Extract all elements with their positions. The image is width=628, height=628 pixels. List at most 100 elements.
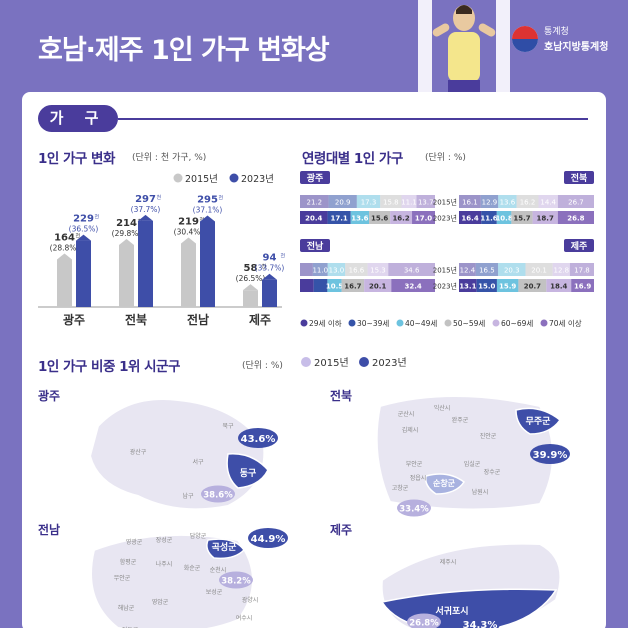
age-segment-value: 20.9 xyxy=(335,199,351,207)
age-segment xyxy=(532,211,558,224)
bar-value-unit: 천 xyxy=(76,232,81,239)
legend-marker xyxy=(173,173,183,183)
age-segment xyxy=(412,211,435,224)
value-bubble-2015 xyxy=(397,499,431,517)
age-segment-value: 17.0 xyxy=(415,215,432,223)
age-segment-value: 26.7 xyxy=(568,199,584,207)
age-segment-value: 16.1 xyxy=(462,199,478,207)
age-segment-value: 16.4 xyxy=(461,215,478,223)
map-district-label: 제주시 xyxy=(440,558,457,566)
age-segment xyxy=(300,195,329,208)
map-highlight-label: 서귀포시 xyxy=(435,605,468,617)
year-label: 2015년 xyxy=(433,198,457,207)
chart2-unit: (단위 : %) xyxy=(425,153,466,163)
age-segment xyxy=(345,263,368,276)
map-district-label: 군산시 xyxy=(398,410,415,418)
value-2015: 26.8% xyxy=(409,619,439,628)
age-legend-label: 40~49세 xyxy=(405,319,437,328)
bar-value: 297 xyxy=(135,194,156,205)
region-tag xyxy=(564,239,594,252)
age-segment-value: 21.2 xyxy=(307,199,323,207)
map-region-name: 광주 xyxy=(38,388,60,403)
bar-roof xyxy=(262,273,277,280)
region-tag-label: 전남 xyxy=(307,240,324,252)
age-segment-value: 11.6 xyxy=(480,215,497,223)
age-segment xyxy=(313,279,328,292)
age-legend-marker xyxy=(396,319,404,327)
bar-share: (36.5%) xyxy=(69,225,99,234)
age-segment-value: 13.7 xyxy=(418,199,434,207)
bar-roof xyxy=(57,253,72,260)
age-segment-value: 16.6 xyxy=(349,267,365,275)
map-region-name: 전남 xyxy=(38,522,60,537)
map-unit: (단위 : %) xyxy=(242,361,283,371)
age-segment-value: 12.4 xyxy=(460,267,476,275)
age-segment xyxy=(557,211,594,224)
value-bubble-2023 xyxy=(248,528,288,548)
age-segment-value: 16.7 xyxy=(344,283,361,291)
age-segment xyxy=(571,279,594,292)
bar-share: (28.8%) xyxy=(50,243,80,252)
map-highlight-label: 동구 xyxy=(240,468,257,479)
bar-value: 219 xyxy=(178,216,199,227)
map-region-name: 전북 xyxy=(330,388,352,403)
bar xyxy=(138,220,153,307)
legend-label: 2015년 xyxy=(185,174,218,185)
map-legend-label: 2015년 xyxy=(314,357,349,369)
value-2023: 43.6% xyxy=(241,434,276,445)
age-segment-value: 16.9 xyxy=(574,283,591,291)
age-segment xyxy=(350,211,370,224)
age-segment xyxy=(459,211,482,224)
age-segment xyxy=(401,195,417,208)
age-segment-value: 12.8 xyxy=(554,267,570,275)
header: 호남·제주 1인 가구 변화상 통계청 호남지방통계청 xyxy=(0,0,628,92)
age-segment-value: 16.2 xyxy=(392,215,409,223)
map-district-label: 보성군 xyxy=(206,588,223,596)
value-2015: 38.6% xyxy=(203,491,233,501)
age-segment xyxy=(496,211,512,224)
age-segment-value: 17.3 xyxy=(361,199,377,207)
age-segment xyxy=(511,211,533,224)
map-district-label: 정읍시 xyxy=(410,475,427,482)
bar xyxy=(200,221,215,307)
age-segment-value: 11.0 xyxy=(312,267,328,275)
value-2023: 34.3% xyxy=(463,620,498,628)
value-bubble-2015 xyxy=(407,613,441,628)
bar-share: (29.8%) xyxy=(112,229,142,238)
map-district-label: 북구 xyxy=(222,423,234,430)
single-household-bar-chart: 2015년2023년164천(28.8%)229천(36.5%)광주214천(2… xyxy=(38,173,286,327)
age-segment xyxy=(367,263,389,276)
age-segment xyxy=(481,211,497,224)
age-segment xyxy=(516,195,539,208)
org-subname: 호남지방통계청 xyxy=(544,42,609,53)
bar-share: (37.1%) xyxy=(193,205,223,214)
legend-marker xyxy=(229,173,239,183)
region-tag-label: 제주 xyxy=(571,240,588,252)
age-segment-value: 15.8 xyxy=(383,199,399,207)
map-highlight-district-2015 xyxy=(424,473,466,495)
map-district-label: 영암군 xyxy=(152,598,169,606)
value-2015: 38.2% xyxy=(221,577,251,587)
age-segment xyxy=(327,279,342,292)
age-segment xyxy=(496,279,519,292)
bar xyxy=(57,259,72,307)
age-segment xyxy=(569,263,594,276)
region-tag-label: 전북 xyxy=(571,172,588,184)
map-highlight-district xyxy=(226,453,269,489)
age-legend-label: 60~69세 xyxy=(501,319,533,328)
age-segment-value: 17.1 xyxy=(330,215,347,223)
map-region-name: 제주 xyxy=(330,523,352,537)
age-segment xyxy=(312,263,328,276)
taegeuk-logo-icon xyxy=(512,26,538,52)
value-2015: 33.4% xyxy=(399,505,429,515)
value-bubble-2023 xyxy=(460,614,500,628)
map-district-label: 담양군 xyxy=(190,532,207,540)
map-district-label: 영광군 xyxy=(126,538,143,546)
bar-share: (37.7%) xyxy=(131,205,161,214)
bar-value-unit: 천 xyxy=(281,253,286,260)
category-label: 전남 xyxy=(187,312,209,327)
age-segment xyxy=(300,279,314,292)
